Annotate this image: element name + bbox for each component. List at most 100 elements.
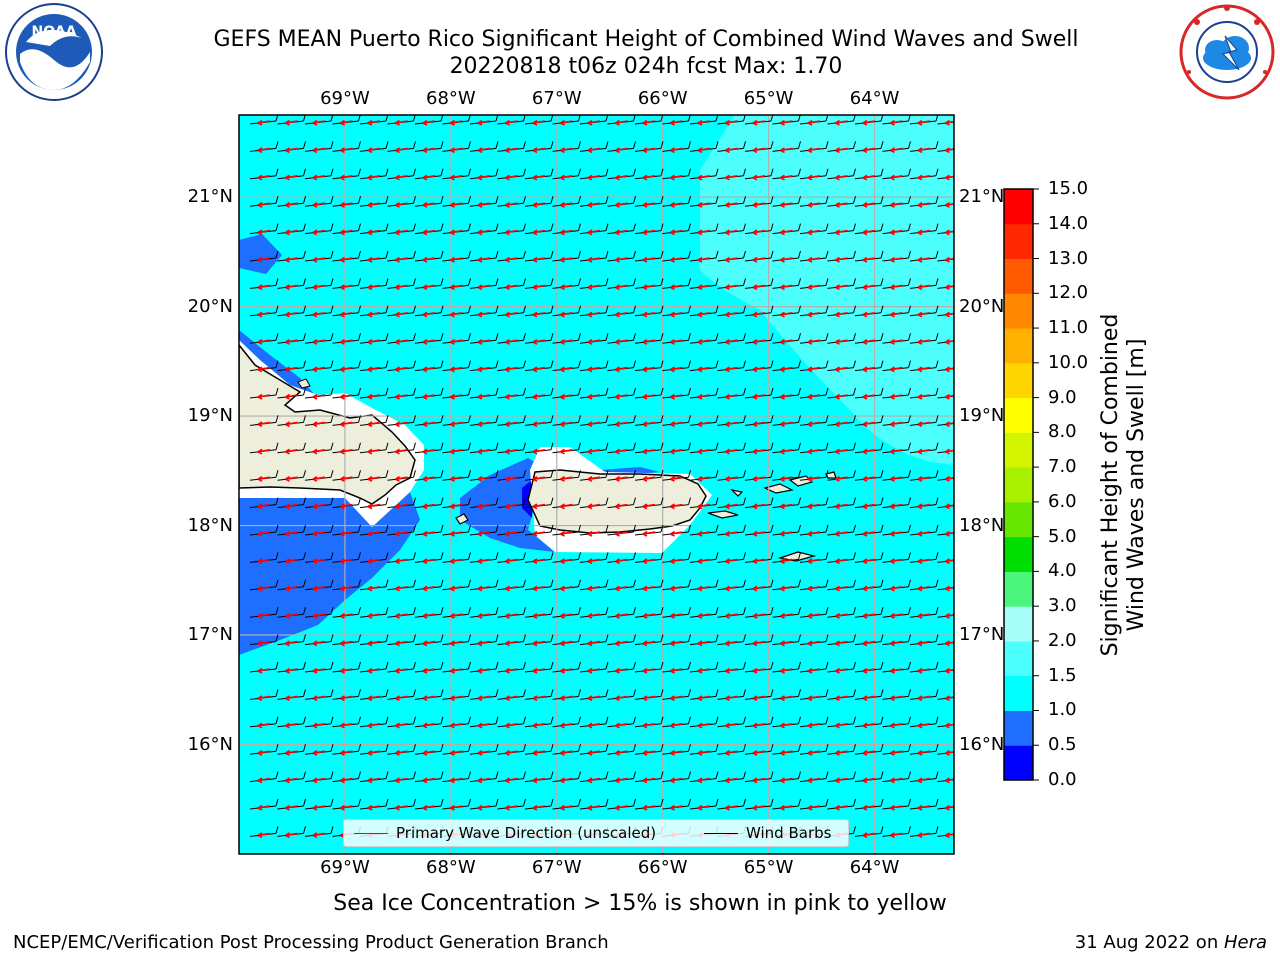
wave-direction-arrow xyxy=(587,311,601,318)
wave-direction-arrow xyxy=(807,640,821,647)
wave-direction-arrow xyxy=(395,256,408,263)
wave-direction-arrow xyxy=(642,695,656,702)
wind-barb xyxy=(799,470,829,482)
wave-direction-arrow xyxy=(340,695,353,702)
wave-direction-arrow xyxy=(560,476,573,482)
wave-direction-arrow xyxy=(835,750,848,756)
wind-barb xyxy=(414,223,444,236)
wind-barb xyxy=(524,524,554,537)
wind-barb xyxy=(882,689,911,702)
wind-barb xyxy=(634,716,664,729)
wind-barb xyxy=(799,607,829,619)
wave-direction-arrow xyxy=(890,804,903,811)
wave-direction-arrow xyxy=(505,558,518,565)
wave-direction-arrow xyxy=(587,256,601,263)
wind-barb xyxy=(442,387,471,400)
wave-direction-arrow xyxy=(615,202,628,208)
colorbar-tick-label: 6.0 xyxy=(1048,490,1077,512)
wind-barb xyxy=(277,634,306,647)
wind-barb xyxy=(497,497,526,510)
wave-direction-arrow xyxy=(560,530,573,537)
wind-barb xyxy=(937,558,954,565)
wind-barb xyxy=(607,524,636,537)
wave-direction-arrow xyxy=(615,777,628,784)
wind-barb xyxy=(909,223,939,236)
wave-direction-arrow xyxy=(752,777,766,784)
wave-direction-arrow xyxy=(780,119,793,126)
wind-barb xyxy=(387,771,416,784)
wind-barb xyxy=(854,333,884,345)
wind-barb xyxy=(442,771,471,784)
wave-direction-arrow xyxy=(477,311,491,318)
wave-direction-arrow xyxy=(945,832,954,839)
wave-direction-arrow xyxy=(780,777,793,784)
wave-direction-arrow xyxy=(835,667,848,674)
wind-barb xyxy=(827,716,856,729)
wave-direction-arrow xyxy=(505,339,518,345)
wave-direction-arrow xyxy=(890,722,903,729)
wind-barb xyxy=(277,415,306,428)
wind-barb xyxy=(772,689,801,702)
lat-label-left: 16°N xyxy=(187,733,233,755)
wind-barb xyxy=(497,442,526,455)
wind-barb xyxy=(469,305,499,318)
colorbar-tick-label: 1.0 xyxy=(1048,699,1077,721)
wave-direction-arrow xyxy=(917,558,931,565)
wave-direction-arrow xyxy=(477,202,491,208)
colorbar-segment xyxy=(1004,606,1033,642)
wave-direction-arrow xyxy=(752,448,766,455)
wave-direction-arrow xyxy=(642,722,656,729)
wave-direction-arrow xyxy=(642,147,656,154)
wind-barb xyxy=(909,387,939,400)
wave-direction-arrow xyxy=(890,229,903,236)
wave-direction-arrow xyxy=(642,750,656,756)
wind-barb xyxy=(689,360,719,373)
wave-direction-arrow xyxy=(725,722,738,729)
wind-barb xyxy=(552,744,581,756)
wave-direction-arrow xyxy=(422,503,436,510)
wind-barb xyxy=(607,771,636,784)
wave-direction-arrow xyxy=(285,503,298,510)
wind-barb xyxy=(469,223,499,236)
wave-direction-arrow xyxy=(422,393,436,400)
wave-direction-arrow xyxy=(587,695,601,702)
wind-barb xyxy=(387,470,416,482)
wave-direction-arrow xyxy=(917,421,931,428)
wind-barb xyxy=(662,716,691,729)
wave-direction-arrow xyxy=(450,777,463,784)
wave-direction-arrow xyxy=(367,229,381,236)
wave-direction-arrow xyxy=(257,750,271,756)
wave-direction-arrow xyxy=(505,804,518,811)
wave-direction-arrow xyxy=(670,421,683,428)
wave-direction-arrow xyxy=(615,695,628,702)
wind-barb xyxy=(909,771,939,784)
wind-barb xyxy=(689,196,719,208)
wind-barb xyxy=(524,278,554,291)
wind-barb xyxy=(442,196,471,208)
wave-direction-arrow xyxy=(505,476,518,482)
wind-barb xyxy=(414,607,444,619)
wave-direction-arrow xyxy=(532,393,546,400)
wind-barb xyxy=(304,716,334,729)
wave-direction-arrow xyxy=(862,339,876,345)
wind-barb xyxy=(304,497,334,510)
colorbar-tick-label: 2.0 xyxy=(1048,629,1077,651)
wind-barb xyxy=(387,387,416,400)
wind-barb xyxy=(799,579,829,592)
lat-label-left: 20°N xyxy=(187,295,233,317)
wind-barb xyxy=(744,250,774,263)
wind-barb xyxy=(937,804,954,811)
wave-direction-arrow xyxy=(505,613,518,619)
wave-direction-arrow xyxy=(752,476,766,482)
wave-direction-arrow xyxy=(560,393,573,400)
wave-direction-arrow xyxy=(780,722,793,729)
wind-barb xyxy=(249,744,279,756)
wave-direction-arrow xyxy=(807,476,821,482)
wind-barb xyxy=(607,250,636,263)
wind-barb xyxy=(937,777,954,784)
wave-direction-arrow xyxy=(587,202,601,208)
wind-barb xyxy=(772,798,801,811)
wave-direction-arrow xyxy=(587,366,601,373)
wave-direction-arrow xyxy=(890,503,903,510)
wind-barb xyxy=(717,607,746,619)
